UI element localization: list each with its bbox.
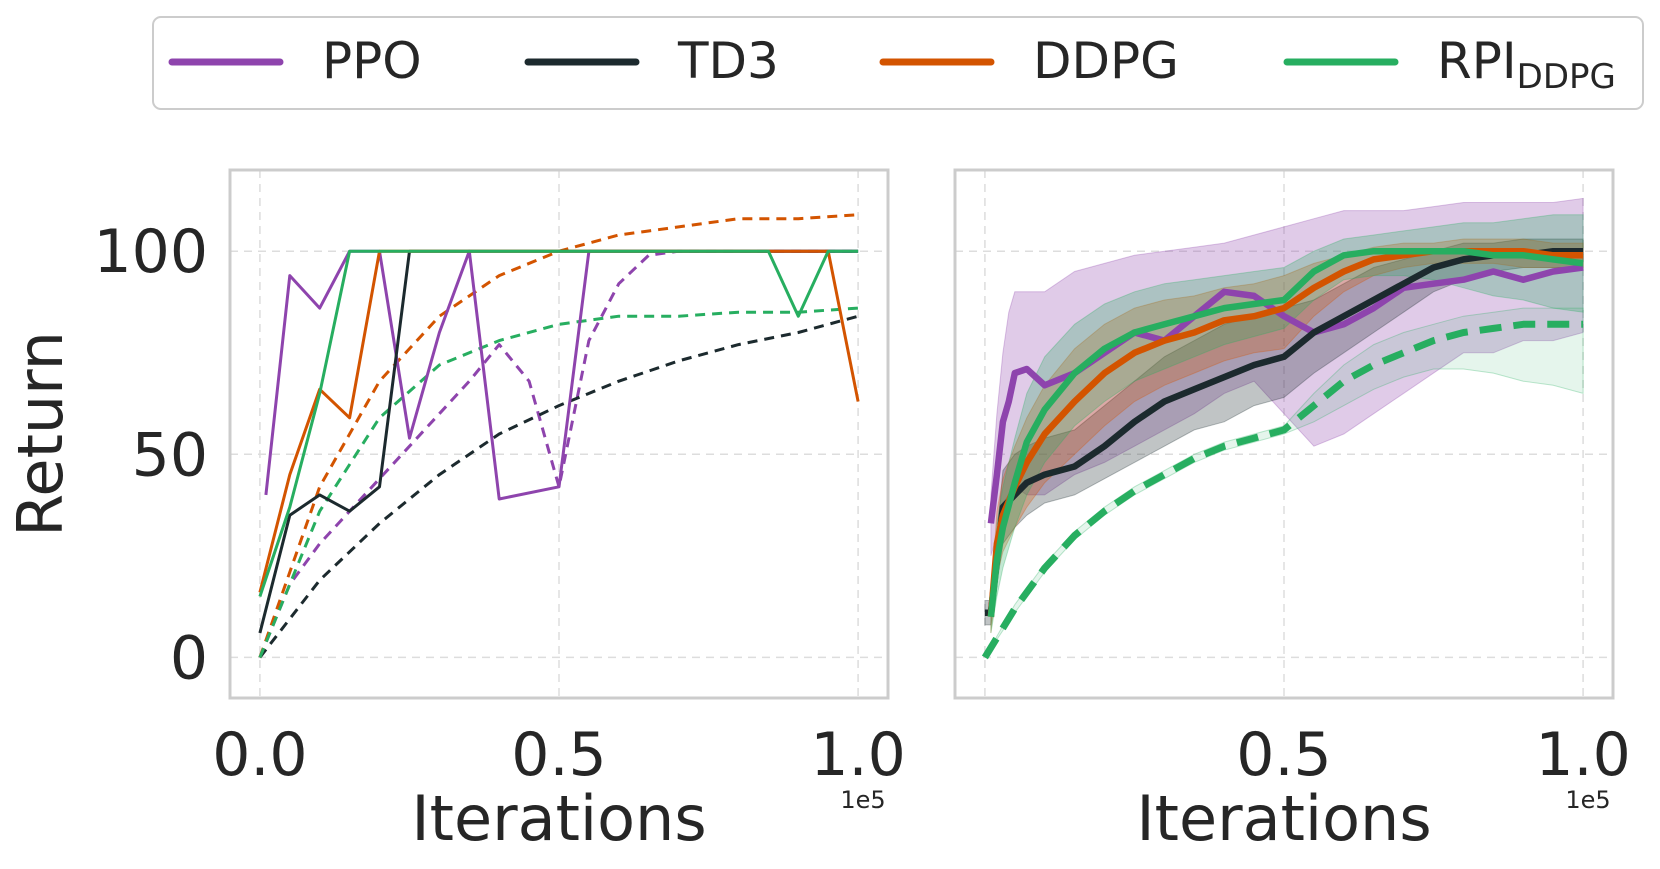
- left-line-rpi-ddpg: [258, 249, 859, 597]
- legend-label-ppo: PPO: [322, 32, 422, 90]
- right-xtick-label: 1.0: [1535, 720, 1630, 790]
- right-x-axis-label: Iterations: [1136, 782, 1431, 855]
- legend: PPO TD3 DDPG RPIDDPG: [152, 16, 1644, 110]
- y-axis-label: Return: [4, 331, 77, 537]
- left-line-td3-dashed-: [258, 314, 859, 659]
- right-panel: 0.5 1.0 Iterations 1e5: [953, 168, 1631, 855]
- right-line-td3: [984, 247, 1584, 616]
- right-line-ppo: [987, 264, 1584, 524]
- left-x-axis-label: Iterations: [411, 782, 706, 855]
- ytick-label: 0: [170, 623, 208, 693]
- right-offset-text: 1e5: [1565, 786, 1610, 814]
- right-line-rpi-ddpg: [987, 247, 1584, 618]
- right-band-rpi-ddpg-dashed-: [984, 307, 1584, 658]
- legend-subscript-rpi: DDPG: [1517, 57, 1616, 97]
- ytick-label: 50: [132, 420, 208, 490]
- right-xtick-label: 0.5: [1236, 720, 1331, 790]
- left-offset-text: 1e5: [840, 786, 885, 814]
- legend-label-td3: TD3: [677, 32, 779, 90]
- right-line-rpi-ddpg-dashed-: [981, 320, 1584, 660]
- right-plot-border: [953, 168, 1615, 700]
- right-band-ppo: [990, 197, 1584, 556]
- left-xtick-label: 1.0: [810, 720, 905, 790]
- left-xtick-label: 0.0: [212, 720, 307, 790]
- legend-label-ddpg: DDPG: [1033, 32, 1179, 90]
- right-band-rpi-ddpg: [990, 214, 1584, 634]
- left-xtick-label: 0.5: [511, 720, 606, 790]
- ytick-label: 100: [93, 217, 208, 287]
- left-plot-border: [228, 168, 890, 700]
- left-line-ppo-dashed-: [258, 249, 859, 658]
- left-panel: 0.0 0.5 1.0 0 50 100 Return Iterations 1e5: [4, 168, 906, 855]
